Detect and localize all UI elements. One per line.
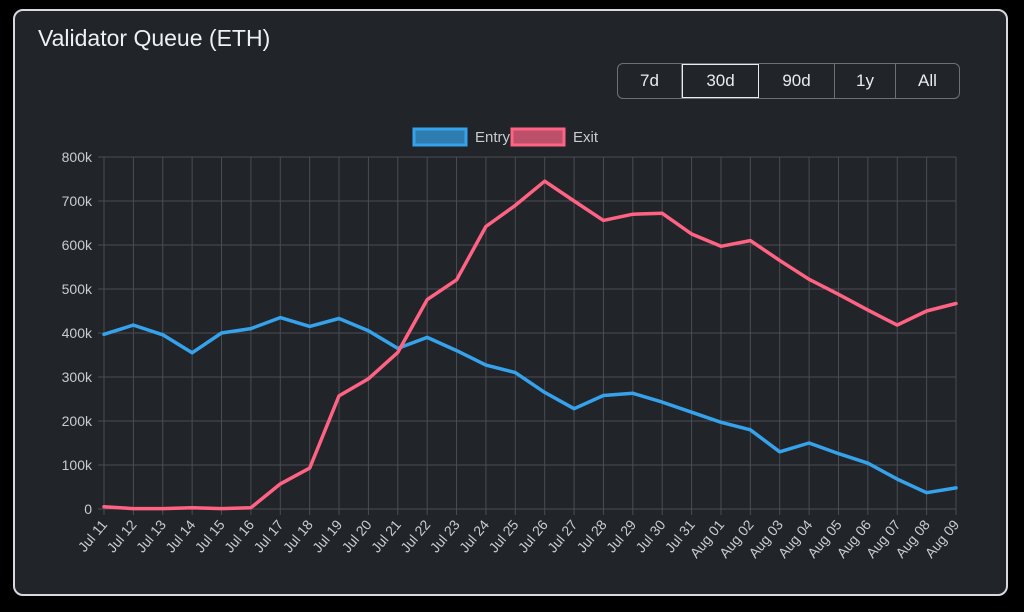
x-tick-label: Jul 11 bbox=[75, 516, 111, 554]
legend-swatch-entry[interactable] bbox=[412, 127, 468, 147]
y-tick-label: 400k bbox=[62, 325, 93, 341]
y-tick-label: 600k bbox=[62, 237, 93, 253]
x-tick-label: Jul 22 bbox=[397, 516, 433, 555]
series-line-entry bbox=[102, 315, 958, 495]
time-range-selector: 7d 30d 90d 1y All bbox=[617, 63, 960, 99]
range-button-all[interactable]: All bbox=[918, 71, 937, 90]
x-tick-label: Jul 25 bbox=[485, 516, 521, 555]
range-button-30d[interactable]: 30d bbox=[682, 64, 759, 98]
x-tick-label: Jul 24 bbox=[456, 516, 492, 555]
y-tick-label: 500k bbox=[62, 281, 93, 297]
range-button-7d[interactable]: 7d bbox=[618, 64, 682, 98]
x-tick-label: Jul 14 bbox=[162, 516, 198, 555]
x-tick-label: Jul 28 bbox=[573, 516, 609, 555]
x-tick-label: Jul 13 bbox=[133, 516, 169, 555]
x-tick-label: Jul 19 bbox=[309, 516, 345, 555]
x-tick-label: Jul 21 bbox=[368, 516, 404, 555]
legend-label-entry[interactable]: Entry bbox=[475, 129, 511, 146]
legend-label-exit[interactable]: Exit bbox=[573, 129, 599, 146]
x-tick-label: Jul 26 bbox=[515, 516, 551, 555]
x-tick-label: Jul 30 bbox=[632, 516, 668, 555]
x-tick-label: Jul 15 bbox=[192, 516, 228, 555]
y-tick-label: 200k bbox=[62, 413, 93, 429]
x-tick-label: Jul 17 bbox=[250, 516, 286, 555]
legend-swatch-exit[interactable] bbox=[510, 127, 566, 147]
x-tick-label: Jul 16 bbox=[221, 516, 257, 555]
x-tick-label: Jul 29 bbox=[603, 516, 639, 555]
y-tick-label: 0 bbox=[84, 501, 92, 517]
x-tick-label: Jul 23 bbox=[427, 516, 463, 555]
range-button-90d[interactable]: 90d bbox=[759, 64, 835, 98]
x-tick-label: Jul 20 bbox=[338, 516, 374, 555]
y-tick-label: 800k bbox=[62, 149, 93, 165]
page-title: Validator Queue (ETH) bbox=[38, 25, 271, 51]
y-tick-label: 700k bbox=[62, 193, 93, 209]
x-tick-label: Jul 12 bbox=[103, 516, 139, 555]
series-line-exit bbox=[102, 179, 958, 511]
chart-card bbox=[13, 9, 1008, 596]
x-tick-label: Jul 27 bbox=[544, 516, 580, 555]
y-tick-label: 100k bbox=[62, 457, 93, 473]
y-tick-label: 300k bbox=[62, 369, 93, 385]
range-button-1y[interactable]: 1y bbox=[835, 64, 896, 98]
x-tick-label: Jul 18 bbox=[280, 516, 316, 555]
